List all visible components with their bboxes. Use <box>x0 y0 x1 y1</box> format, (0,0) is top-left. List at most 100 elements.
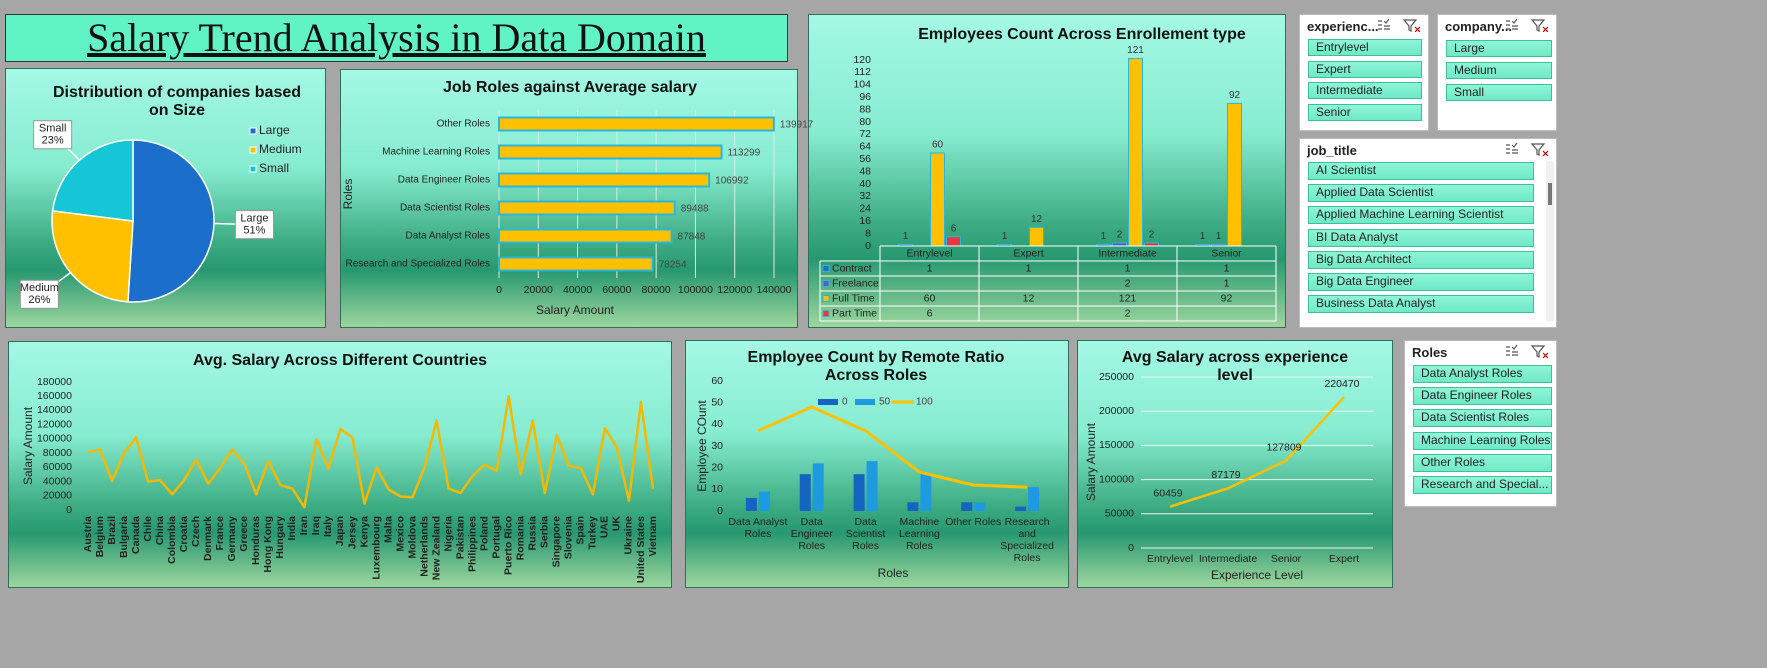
y-axis-title: Employee COunt <box>695 400 709 492</box>
slicer-header: experienc... <box>1307 19 1379 34</box>
legend-label: Full Time <box>832 292 875 304</box>
data-label-box <box>234 210 274 240</box>
slicer-item[interactable]: Medium <box>1446 62 1552 79</box>
x-tick-label: UK <box>611 516 623 532</box>
slicer-controls[interactable] <box>1504 18 1550 37</box>
data-label-category: Large <box>240 213 268 225</box>
y-tick-label: 30 <box>711 440 723 452</box>
x-tick-label: Portugal <box>491 516 503 559</box>
slicer-item[interactable]: Data Scientist Roles <box>1413 409 1552 428</box>
slicer-icons[interactable] <box>1376 18 1422 33</box>
slicer-item[interactable]: Research and Special... <box>1413 476 1552 494</box>
y-tick-label: 80000 <box>43 447 72 459</box>
y-tick-label: 0 <box>66 504 72 516</box>
slicer-item[interactable]: Data Analyst Roles <box>1413 365 1552 383</box>
legend-label: Small <box>259 161 289 175</box>
x-tick-label: Singapore <box>551 516 563 568</box>
legend-swatch <box>822 310 830 317</box>
y-tick-label: 32 <box>859 190 871 202</box>
slicer-item[interactable]: Other Roles <box>1413 453 1552 472</box>
y-tick-label: 48 <box>859 165 871 177</box>
y-tick-label: 20000 <box>43 490 72 502</box>
legend-label: 0 <box>842 397 848 408</box>
bar <box>1128 57 1143 247</box>
slicer-item[interactable]: AI Scientist <box>1308 162 1534 180</box>
x-tick-label: 0 <box>496 284 502 296</box>
x-tick-label: 40000 <box>563 284 592 296</box>
x-tick-label: Data Engineer Roles <box>790 516 833 552</box>
bar <box>930 152 945 247</box>
y-tick-label: 16 <box>859 215 871 227</box>
data-label: 23% <box>42 135 64 147</box>
data-label: 1 <box>1216 231 1222 242</box>
slicer: job_title AI Scientist Applied Data Scient… <box>1299 138 1557 328</box>
data-label: 2 <box>1117 230 1123 241</box>
x-tick-label: Canada <box>130 516 142 554</box>
slicer-icons[interactable] <box>1504 142 1550 157</box>
legend-swatch <box>822 280 830 287</box>
x-tick-label: Colombia <box>166 516 178 564</box>
data-label: 121 <box>1127 45 1144 56</box>
y-tick-label: 72 <box>859 128 871 140</box>
slicer-controls[interactable] <box>1376 18 1422 37</box>
y-axis-title: Roles <box>341 179 355 210</box>
slicer-item[interactable]: BI Data Analyst <box>1308 228 1534 247</box>
bar <box>812 463 824 511</box>
y-axis-title: Salary Amount <box>1084 422 1098 501</box>
slicer-icons[interactable] <box>1504 344 1550 359</box>
y-tick-label: 100000 <box>1099 473 1134 485</box>
y-tick-label: 200000 <box>1099 405 1134 417</box>
y-tick-label: 80 <box>859 116 871 128</box>
slicer-item[interactable]: Applied Machine Learning Scientist <box>1308 206 1534 225</box>
slicer-item[interactable]: Business Data Analyst <box>1308 295 1534 314</box>
table-cell: 1 <box>1026 262 1032 274</box>
x-tick-label: 120000 <box>717 284 752 296</box>
slicer-icons[interactable] <box>1504 18 1550 33</box>
slicer-controls[interactable] <box>1504 142 1550 161</box>
x-tick-label: Kenya <box>358 516 370 548</box>
x-tick-label: Japan <box>334 516 346 546</box>
scrollbar[interactable] <box>1546 161 1554 321</box>
x-tick-label: Belgium <box>94 516 106 557</box>
slicer-header: Roles <box>1412 345 1448 360</box>
slicer-item[interactable]: Senior <box>1308 103 1422 121</box>
slicer-item[interactable]: Applied Data Scientist <box>1308 184 1534 203</box>
x-tick-label: Entrylevel <box>1147 553 1193 565</box>
x-tick-label: Spain <box>575 516 587 545</box>
x-tick-label: Hong Kong <box>262 516 274 573</box>
x-tick-label: Moldova <box>406 516 418 559</box>
x-tick-label: Iran <box>298 516 310 535</box>
x-tick-label: 60000 <box>602 284 631 296</box>
x-tick-label: Netherlands <box>418 516 430 577</box>
slicer-item[interactable]: Data Engineer Roles <box>1413 387 1552 406</box>
slicer-item[interactable]: Entrylevel <box>1308 39 1422 56</box>
legend-swatch <box>855 399 875 405</box>
bar <box>758 491 770 511</box>
x-tick-label: Germany <box>226 516 238 562</box>
y-tick-label: 56 <box>859 153 871 165</box>
x-tick-label: Philippines <box>466 516 478 572</box>
pie-slice <box>127 139 215 303</box>
chart-title: Avg Salary across experience level <box>1121 349 1349 384</box>
x-tick-label: 80000 <box>642 284 671 296</box>
slicer-item[interactable]: Big Data Architect <box>1308 250 1534 269</box>
slicer-item[interactable]: Small <box>1446 84 1552 101</box>
data-label: 89488 <box>681 204 709 215</box>
slicer-item[interactable]: Expert <box>1308 60 1422 78</box>
scrollbar-thumb[interactable] <box>1548 183 1552 205</box>
slicer-item[interactable]: Big Data Engineer <box>1308 273 1534 291</box>
data-label: 87179 <box>1211 469 1240 481</box>
table-cell: 1 <box>1224 262 1230 274</box>
slicer-item[interactable]: Intermediate <box>1308 82 1422 99</box>
slicer-controls[interactable] <box>1504 344 1550 363</box>
bar <box>745 498 757 511</box>
x-tick-label: Nigeria <box>442 516 454 552</box>
slicer-item[interactable]: Large <box>1446 40 1552 57</box>
x-tick-label: Czech <box>190 516 202 547</box>
legend-label: Part Time <box>832 307 877 319</box>
slicer-item[interactable]: Machine Learning Roles <box>1413 431 1552 450</box>
data-label-box <box>33 120 73 150</box>
data-label: 2 <box>1149 230 1155 241</box>
data-label: 6 <box>951 223 957 234</box>
data-label: 60 <box>932 140 944 151</box>
